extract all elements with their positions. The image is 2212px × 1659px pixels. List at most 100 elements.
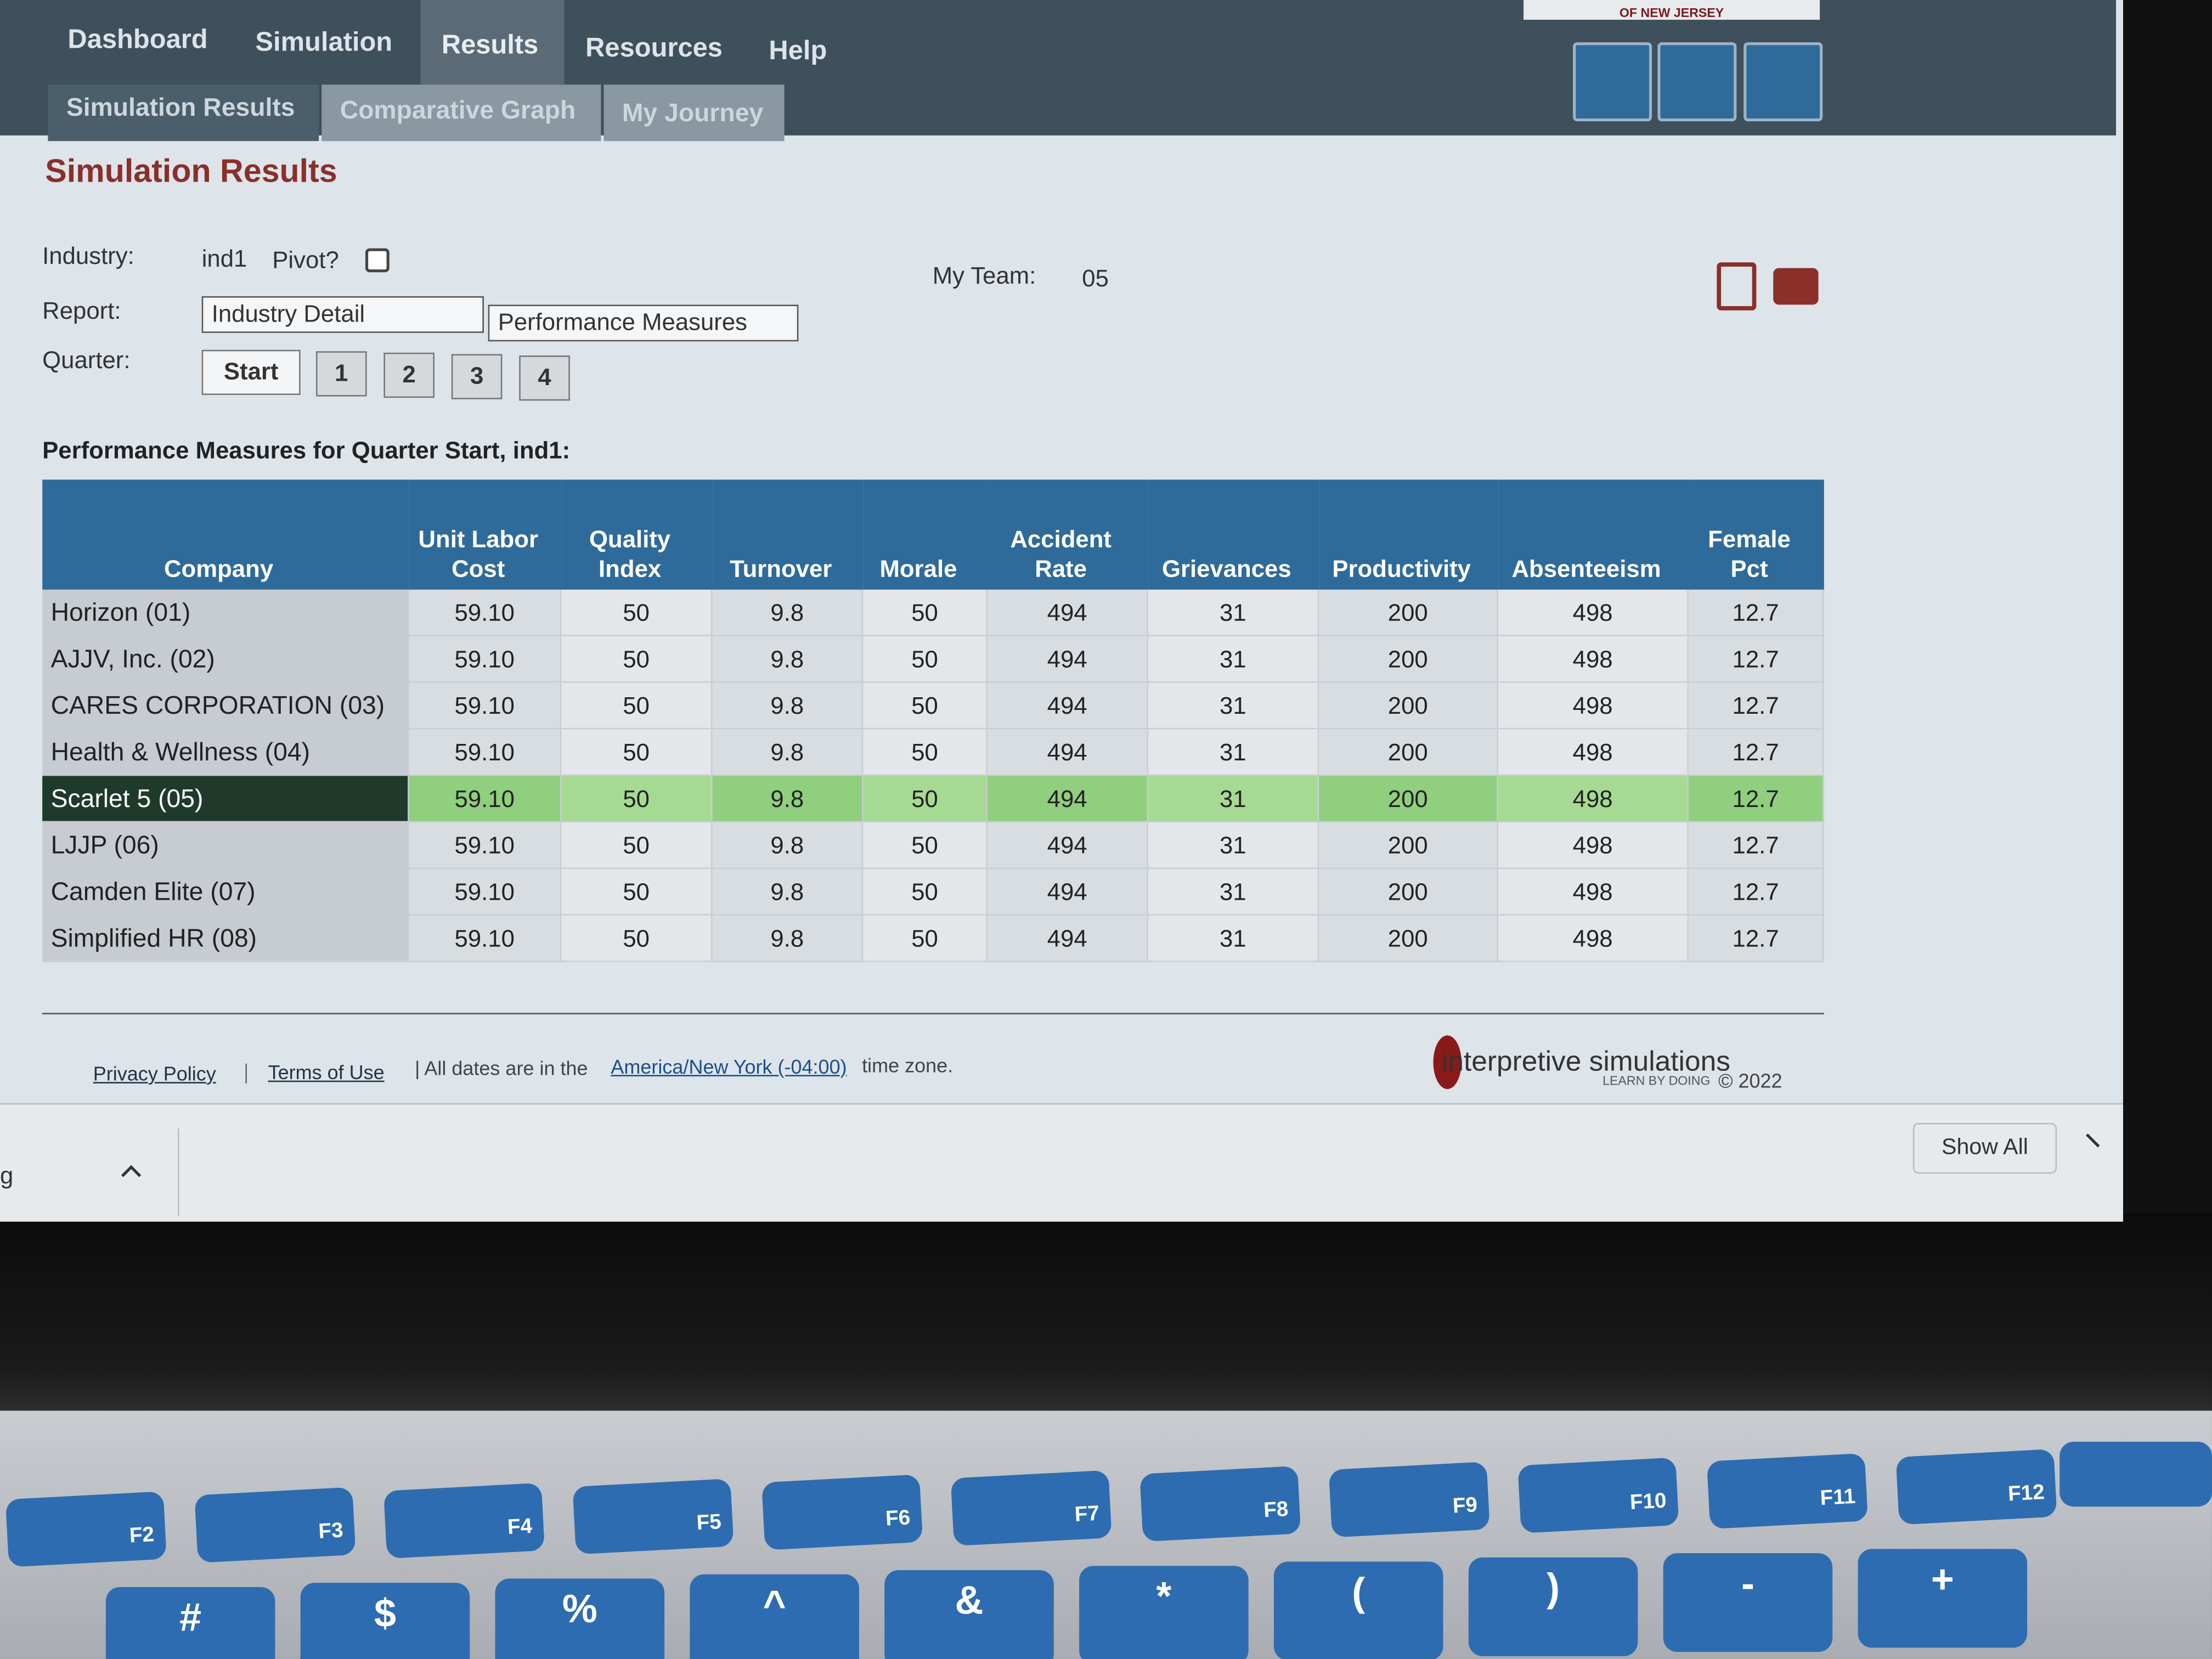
download-item[interactable]: g bbox=[0, 1162, 14, 1189]
footer-link[interactable]: Privacy Policy bbox=[93, 1062, 216, 1085]
table-cell: 50 bbox=[863, 868, 988, 916]
pivot-checkbox[interactable] bbox=[365, 248, 390, 273]
column-header[interactable]: Absenteeism bbox=[1498, 479, 1689, 590]
nav-active-bg bbox=[420, 0, 565, 85]
header-icon[interactable] bbox=[1657, 42, 1737, 122]
table-cell: 50 bbox=[561, 822, 713, 869]
report-label: Report: bbox=[42, 297, 121, 325]
table-cell: 59.10 bbox=[409, 868, 562, 916]
nav-item[interactable]: Simulation bbox=[255, 28, 393, 58]
subnav-item[interactable]: Comparative Graph bbox=[340, 95, 576, 125]
table-cell: 498 bbox=[1498, 776, 1689, 823]
table-cell: 494 bbox=[987, 682, 1149, 730]
column-header[interactable]: Company bbox=[42, 479, 409, 590]
number-key: - bbox=[1663, 1553, 1833, 1652]
table-cell: 50 bbox=[863, 682, 988, 730]
table-cell: 498 bbox=[1498, 915, 1689, 962]
company-cell: Health & Wellness (04) bbox=[42, 729, 409, 776]
column-header[interactable]: Productivity bbox=[1319, 479, 1498, 590]
nav-item[interactable]: Results bbox=[441, 31, 539, 61]
table-cell: 200 bbox=[1319, 915, 1498, 962]
header-icon[interactable] bbox=[1743, 42, 1823, 122]
company-cell: Horizon (01) bbox=[42, 589, 409, 636]
nav-item[interactable]: Help bbox=[769, 36, 827, 66]
table-cell: 50 bbox=[561, 636, 713, 683]
team-value: 05 bbox=[1082, 265, 1109, 292]
download-bar bbox=[0, 1103, 2123, 1222]
table-cell: 200 bbox=[1319, 636, 1498, 683]
table-cell: 31 bbox=[1148, 822, 1319, 869]
excel-icon[interactable] bbox=[1717, 262, 1757, 311]
header-icon[interactable] bbox=[1573, 42, 1652, 122]
table-cell: 59.10 bbox=[409, 589, 562, 636]
table-cell: 59.10 bbox=[409, 729, 562, 776]
table-cell: 12.7 bbox=[1688, 868, 1824, 916]
quarter-button[interactable]: 1 bbox=[315, 351, 367, 397]
table-cell: 50 bbox=[863, 729, 988, 776]
download-divider bbox=[177, 1128, 179, 1216]
column-header[interactable]: Quality Index bbox=[561, 479, 713, 590]
table-cell: 12.7 bbox=[1688, 589, 1824, 636]
column-header[interactable]: Grievances bbox=[1148, 479, 1319, 590]
table-cell: 50 bbox=[561, 729, 713, 776]
column-header[interactable]: Morale bbox=[863, 479, 988, 590]
column-header[interactable]: Unit Labor Cost bbox=[409, 479, 562, 590]
table-caption: Performance Measures for Quarter Start, … bbox=[42, 437, 571, 464]
timezone-text: time zone. bbox=[862, 1053, 953, 1076]
table-cell: 59.10 bbox=[409, 822, 562, 869]
table-cell: 12.7 bbox=[1688, 915, 1824, 962]
quarter-button[interactable]: 4 bbox=[519, 355, 570, 401]
table-cell: 59.10 bbox=[409, 636, 562, 683]
function-key: F3 bbox=[194, 1487, 356, 1563]
report-select[interactable]: Performance Measures bbox=[488, 304, 799, 342]
show-all-button[interactable]: Show All bbox=[1912, 1122, 2057, 1174]
table-cell: 31 bbox=[1148, 915, 1319, 962]
function-key: F7 bbox=[950, 1470, 1112, 1546]
number-key: % bbox=[495, 1578, 665, 1659]
table-cell: 498 bbox=[1498, 636, 1689, 683]
footer-link[interactable]: Terms of Use bbox=[268, 1060, 385, 1084]
table-cell: 200 bbox=[1319, 776, 1498, 823]
quarter-button[interactable]: Start bbox=[201, 349, 301, 395]
number-key: * bbox=[1079, 1566, 1249, 1659]
report-select[interactable]: Industry Detail bbox=[201, 296, 484, 333]
timezone-link[interactable]: America/New York (-04:00) bbox=[611, 1055, 847, 1078]
nav-item[interactable]: Dashboard bbox=[67, 25, 208, 55]
subnav-item[interactable]: Simulation Results bbox=[66, 93, 295, 122]
print-icon[interactable] bbox=[1773, 268, 1819, 305]
column-header[interactable]: Turnover bbox=[712, 479, 864, 590]
column-header[interactable]: Accident Rate bbox=[987, 479, 1149, 590]
function-key: F2 bbox=[5, 1491, 167, 1567]
university-banner: OF NEW JERSEY bbox=[1523, 0, 1820, 20]
table-cell: 12.7 bbox=[1688, 822, 1824, 869]
table-cell: 494 bbox=[987, 776, 1149, 823]
number-key: # bbox=[105, 1587, 275, 1659]
table-cell: 9.8 bbox=[712, 868, 864, 916]
number-key: ) bbox=[1468, 1557, 1638, 1656]
subnav-item[interactable]: My Journey bbox=[622, 98, 764, 127]
table-cell: 12.7 bbox=[1688, 636, 1824, 683]
table-cell: 59.10 bbox=[409, 915, 562, 962]
table-cell: 9.8 bbox=[712, 776, 864, 823]
nav-item[interactable]: Resources bbox=[585, 33, 723, 64]
table-cell: 494 bbox=[987, 915, 1149, 962]
table-cell: 494 bbox=[987, 636, 1149, 683]
table-cell: 200 bbox=[1319, 682, 1498, 730]
logo-tagline: LEARN BY DOING bbox=[1602, 1073, 1711, 1088]
subnav-tab bbox=[321, 84, 601, 142]
company-cell: Simplified HR (08) bbox=[42, 915, 409, 962]
subnav-tab bbox=[603, 84, 785, 142]
table-cell: 50 bbox=[863, 822, 988, 869]
footer-rule bbox=[42, 1013, 1824, 1014]
table-cell: 9.8 bbox=[712, 589, 864, 636]
industry-value: ind1 bbox=[201, 245, 247, 273]
number-key: & bbox=[884, 1570, 1054, 1659]
column-header[interactable]: Female Pct bbox=[1688, 479, 1824, 590]
quarter-button[interactable]: 3 bbox=[451, 354, 503, 399]
quarter-button[interactable]: 2 bbox=[383, 352, 435, 398]
table-cell: 50 bbox=[863, 915, 988, 962]
table-cell: 50 bbox=[561, 915, 713, 962]
table-cell: 50 bbox=[561, 589, 713, 636]
bezel bbox=[0, 1213, 2212, 1439]
